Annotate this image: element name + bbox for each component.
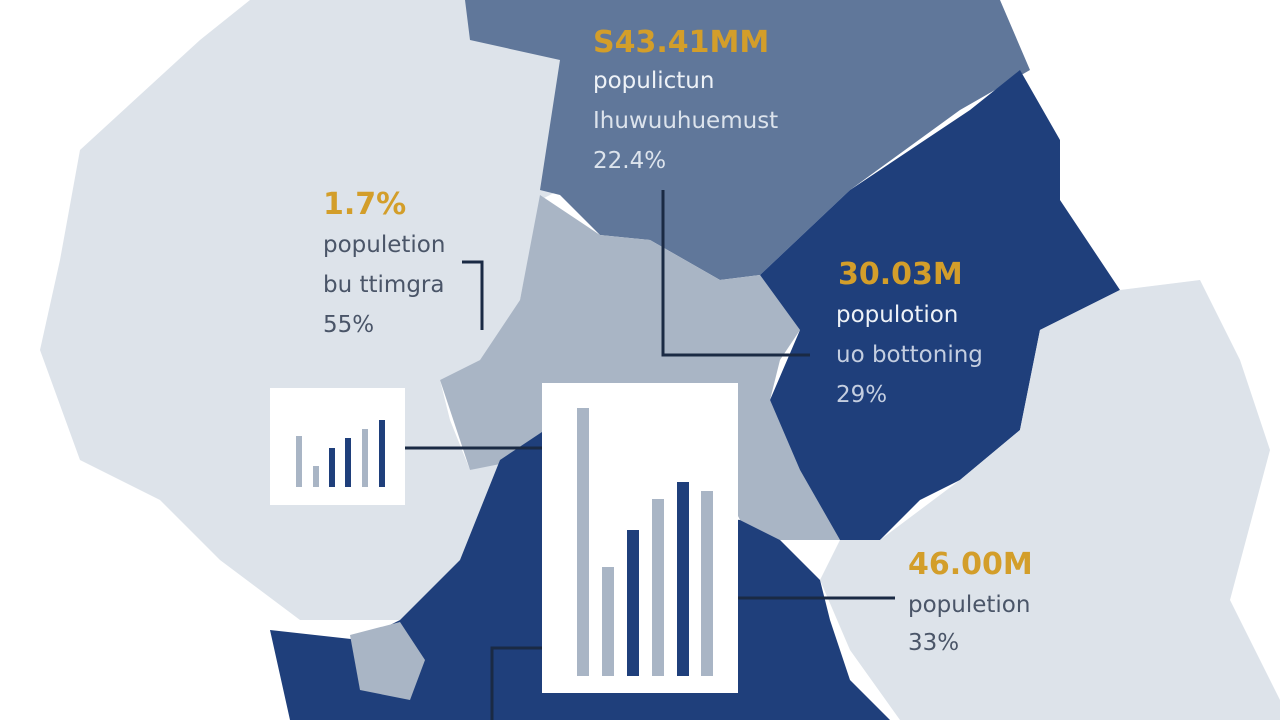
region-label: bu ttimgra <box>323 272 444 298</box>
region-right <box>760 70 1120 540</box>
region-far-right <box>820 280 1280 720</box>
region-share: 55% <box>323 312 374 338</box>
region-value: 46.00M <box>908 547 1033 582</box>
region-share: 33% <box>908 630 959 656</box>
region-label: populetion <box>908 592 1030 618</box>
region-label: populotion <box>836 302 958 328</box>
region-share: 29% <box>836 382 887 408</box>
region-value: 1.7% <box>323 187 406 222</box>
chart-icon-small <box>270 388 405 505</box>
region-label: populictun <box>593 68 714 94</box>
region-label: populetion <box>323 232 445 258</box>
region-value: S43.41MM <box>593 25 769 60</box>
region-middle <box>440 195 840 540</box>
region-value: 30.03M <box>838 257 963 292</box>
region-label: Ihuwuuhuemust <box>593 108 778 134</box>
region-label: uo bottoning <box>836 342 983 368</box>
region-top <box>465 0 1030 280</box>
chart-icon-large <box>542 383 738 693</box>
region-share: 22.4% <box>593 148 666 174</box>
region-bottom-small <box>350 622 425 700</box>
region-left <box>40 0 560 620</box>
